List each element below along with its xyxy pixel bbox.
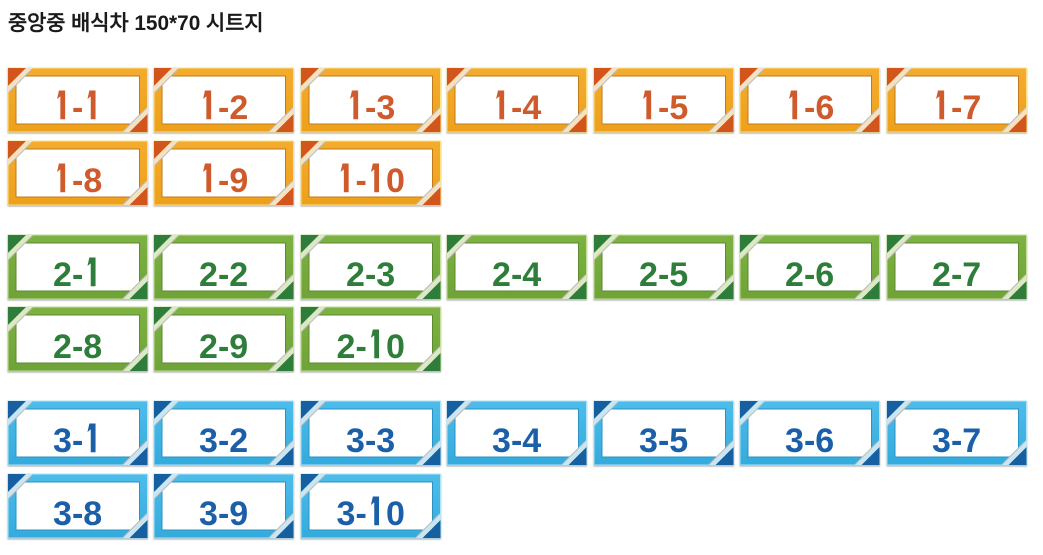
svg-text:2-: 2-: [53, 256, 83, 294]
svg-text:-6: -6: [804, 90, 834, 128]
svg-text:2-5: 2-5: [639, 256, 688, 294]
svg-text:2-2: 2-2: [199, 256, 248, 294]
svg-text:3-5: 3-5: [639, 423, 688, 461]
svg-text:-5: -5: [658, 90, 688, 128]
svg-text:-4: -4: [511, 90, 541, 128]
svg-text:-: -: [72, 90, 83, 128]
svg-text:-: -: [355, 162, 366, 200]
svg-text:-9: -9: [218, 162, 248, 200]
svg-text:2-7: 2-7: [932, 256, 981, 294]
svg-text:3-6: 3-6: [785, 423, 834, 461]
svg-text:3-8: 3-8: [53, 495, 102, 533]
svg-text:3-: 3-: [336, 495, 366, 533]
svg-text:0: 0: [386, 162, 405, 200]
svg-text:3-: 3-: [53, 423, 83, 461]
svg-text:2-3: 2-3: [346, 256, 395, 294]
svg-text:-2: -2: [218, 90, 248, 128]
svg-text:-8: -8: [72, 162, 102, 200]
svg-text:2-8: 2-8: [53, 329, 102, 367]
svg-text:2-4: 2-4: [492, 256, 541, 294]
svg-text:3-2: 3-2: [199, 423, 248, 461]
svg-text:3-7: 3-7: [932, 423, 981, 461]
svg-text:-3: -3: [365, 90, 395, 128]
svg-text:0: 0: [386, 329, 405, 367]
svg-text:3-4: 3-4: [492, 423, 541, 461]
svg-text:3-3: 3-3: [346, 423, 395, 461]
svg-text:2-9: 2-9: [199, 329, 248, 367]
svg-text:2-6: 2-6: [785, 256, 834, 294]
svg-text:2-: 2-: [336, 329, 366, 367]
svg-text:3-9: 3-9: [199, 495, 248, 533]
svg-text:-7: -7: [951, 90, 981, 128]
svg-text:0: 0: [386, 495, 405, 533]
